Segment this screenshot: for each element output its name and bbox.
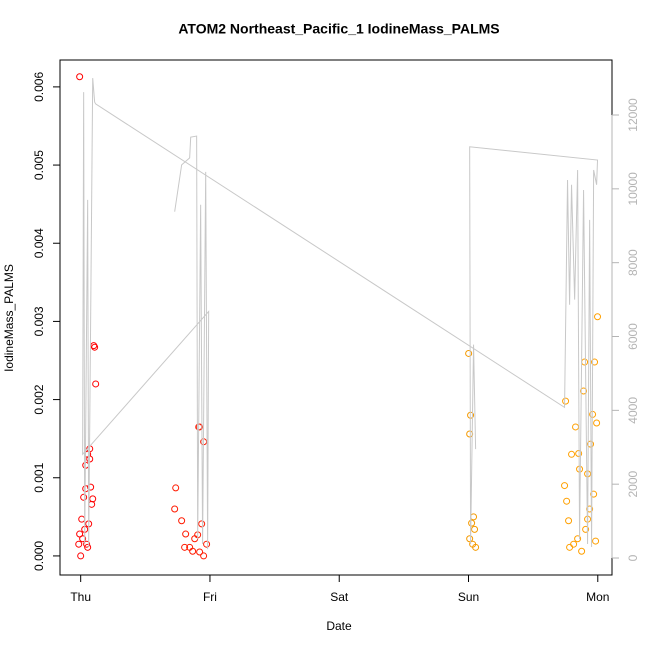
x-tick-label: Thu — [70, 590, 91, 604]
y-tick-label: 0.003 — [32, 306, 46, 336]
data-point — [87, 483, 95, 491]
data-point — [465, 349, 473, 357]
data-point — [472, 543, 480, 551]
data-point — [91, 343, 99, 351]
data-point — [582, 525, 590, 533]
data-point — [203, 540, 211, 548]
altitude-line — [82, 78, 599, 550]
data-point — [572, 423, 580, 431]
x-tick-label: Sun — [458, 590, 479, 604]
y2-tick-label: 2000 — [626, 471, 640, 498]
data-point — [181, 543, 189, 551]
data-point — [578, 547, 586, 555]
y2-tick-label: 4000 — [626, 397, 640, 424]
data-point — [76, 73, 84, 81]
data-point — [568, 450, 576, 458]
data-point — [196, 548, 204, 556]
x-tick-label: Fri — [203, 590, 217, 604]
data-point — [80, 493, 88, 501]
y2-tick-label: 0 — [626, 554, 640, 561]
data-point — [586, 505, 594, 513]
data-point — [84, 543, 92, 551]
data-point — [566, 543, 574, 551]
data-point — [83, 540, 91, 548]
data-point — [562, 397, 570, 405]
data-point — [189, 547, 197, 555]
data-point — [77, 552, 85, 560]
data-point — [591, 358, 599, 366]
data-point — [574, 535, 582, 543]
data-point — [466, 535, 474, 543]
plot-box — [59, 59, 613, 576]
data-point — [200, 552, 208, 560]
x-tick-label: Sat — [330, 590, 349, 604]
y-tick-label: 0.004 — [32, 228, 46, 258]
data-point — [580, 387, 588, 395]
data-point — [92, 380, 100, 388]
data-point — [471, 525, 479, 533]
data-point — [592, 537, 600, 545]
y2-tick-label: 10000 — [626, 172, 640, 206]
y-axis-label: IodineMass_PALMS — [2, 264, 16, 372]
data-point — [468, 519, 476, 527]
data-point — [561, 482, 569, 490]
data-point — [594, 313, 602, 321]
y-tick-label: 0.001 — [32, 462, 46, 492]
y-tick-label: 0.002 — [32, 384, 46, 414]
data-point — [78, 515, 86, 523]
chart-title: ATOM2 Northeast_Pacific_1 IodineMass_PAL… — [178, 21, 499, 37]
data-point — [581, 358, 589, 366]
y2-tick-label: 12000 — [626, 98, 640, 132]
y-tick-label: 0.005 — [32, 150, 46, 180]
data-point — [196, 423, 204, 431]
data-point — [182, 530, 190, 538]
data-point — [563, 497, 571, 505]
data-point — [171, 505, 179, 513]
data-point — [75, 540, 83, 548]
data-point — [570, 540, 578, 548]
data-point — [172, 484, 180, 492]
x-axis-label: Date — [326, 619, 352, 633]
data-point — [76, 530, 84, 538]
y2-tick-label: 8000 — [626, 249, 640, 276]
data-point — [590, 490, 598, 498]
y-tick-label: 0.000 — [32, 541, 46, 571]
data-point — [178, 517, 186, 525]
data-point — [565, 517, 573, 525]
x-tick-label: Mon — [586, 590, 609, 604]
data-point — [593, 419, 601, 427]
y-tick-label: 0.006 — [32, 72, 46, 102]
data-point — [198, 520, 206, 528]
y2-tick-label: 6000 — [626, 323, 640, 350]
data-point — [89, 495, 97, 503]
